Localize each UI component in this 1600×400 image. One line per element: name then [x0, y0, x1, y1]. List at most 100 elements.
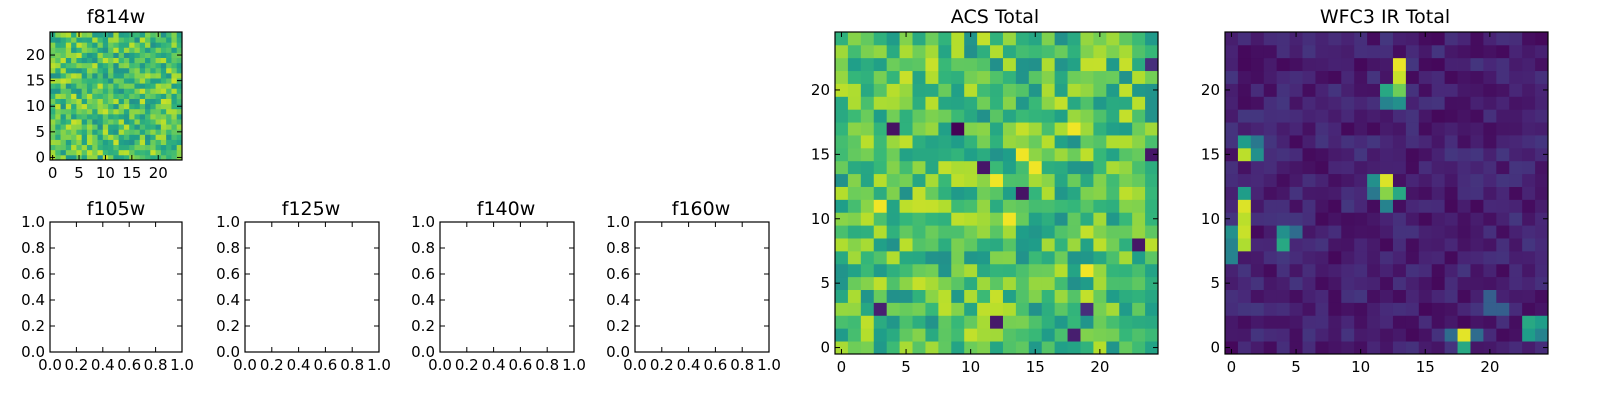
heatmap-cell: [899, 199, 913, 213]
heatmap-cell: [847, 57, 862, 72]
heatmap-cell: [86, 62, 93, 69]
heatmap-cell: [1418, 109, 1433, 123]
heatmap-cell: [150, 149, 156, 156]
heatmap-cell: [150, 62, 156, 69]
heatmap-cell: [160, 72, 167, 79]
heatmap-cell: [113, 108, 120, 115]
heatmap-cell: [97, 144, 104, 151]
panel-title-f160w: f160w: [671, 198, 731, 220]
heatmap-cell: [1457, 173, 1471, 187]
heatmap-cell: [102, 103, 109, 110]
heatmap-cell: [1302, 250, 1316, 265]
heatmap-cell: [1315, 147, 1329, 162]
heatmap-cell: [1341, 32, 1355, 46]
heatmap-cell: [847, 289, 862, 303]
heatmap-cell: [55, 154, 61, 161]
y-tick-label: 0.2: [411, 317, 435, 335]
heatmap-cell: [1483, 238, 1497, 252]
heatmap-cell: [1405, 289, 1420, 303]
heatmap-cell: [160, 139, 167, 146]
heatmap-cell: [860, 302, 875, 316]
heatmap-cell: [60, 113, 67, 120]
heatmap-cell: [1328, 44, 1342, 59]
heatmap-cell: [86, 32, 93, 38]
heatmap-cell: [92, 139, 98, 146]
heatmap-cell: [1405, 238, 1420, 252]
heatmap-cell: [990, 328, 1004, 342]
heatmap-cell: [1496, 276, 1510, 290]
heatmap-cell: [1106, 147, 1120, 162]
heatmap-cell: [145, 119, 151, 125]
heatmap-cell: [1470, 341, 1484, 355]
heatmap-cell: [1263, 109, 1278, 123]
heatmap-cell: [129, 149, 135, 156]
heatmap-cell: [886, 70, 900, 84]
x-tick-label: 0.2: [260, 356, 284, 374]
heatmap-cell: [951, 263, 965, 278]
heatmap-cell: [912, 57, 926, 72]
heatmap-cell: [1496, 83, 1510, 97]
heatmap-cell: [118, 78, 125, 84]
heatmap-cell: [1380, 302, 1394, 316]
heatmap-cell: [1276, 160, 1290, 175]
heatmap-cell: [129, 83, 135, 89]
heatmap-cell: [925, 57, 939, 72]
heatmap-cell: [1276, 44, 1290, 59]
heatmap-cell: [176, 108, 183, 115]
heatmap-cell: [1002, 302, 1017, 316]
heatmap-cell: [1080, 328, 1094, 342]
heatmap-cell: [977, 212, 991, 226]
heatmap-cell: [1522, 341, 1536, 355]
heatmap-cell: [847, 83, 862, 97]
heatmap-cell: [1522, 57, 1536, 72]
heatmap-cell: [1276, 302, 1290, 316]
heatmap-cell: [1457, 250, 1471, 265]
x-tick-label: 0.8: [535, 356, 559, 374]
heatmap-cell: [176, 113, 183, 120]
heatmap-cell: [1080, 199, 1094, 213]
heatmap-cell: [76, 134, 83, 140]
heatmap-cell: [977, 250, 991, 265]
heatmap-cell: [55, 108, 61, 115]
x-tick-label: 0.0: [623, 356, 647, 374]
heatmap-cell: [1225, 212, 1239, 226]
heatmap-cell: [1418, 199, 1433, 213]
heatmap-cell: [1067, 160, 1081, 175]
heatmap-cell: [86, 72, 93, 79]
heatmap-cell: [160, 119, 167, 125]
heatmap-cell: [97, 32, 104, 38]
heatmap-cell: [1535, 186, 1549, 200]
heatmap-cell: [1002, 212, 1017, 226]
heatmap-cell: [1289, 302, 1303, 316]
heatmap-cell: [50, 108, 56, 115]
x-tick-label: 0.0: [428, 356, 452, 374]
heatmap-cell: [1106, 276, 1120, 290]
heatmap-cell: [886, 212, 900, 226]
heatmap-cell: [1535, 199, 1549, 213]
heatmap-cell: [1392, 289, 1407, 303]
heatmap-cell: [145, 103, 151, 110]
heatmap-cell: [139, 129, 146, 135]
heatmap-cell: [1315, 225, 1329, 239]
heatmap-cell: [102, 78, 109, 84]
heatmap-cell: [1002, 160, 1017, 175]
heatmap-cell: [1289, 199, 1303, 213]
heatmap-cell: [86, 108, 93, 115]
heatmap-cell: [160, 124, 167, 130]
heatmap-cell: [1054, 57, 1068, 72]
heatmap-cell: [1145, 186, 1159, 200]
heatmap-cell: [1367, 315, 1381, 329]
heatmap-cell: [71, 139, 77, 146]
heatmap-cell: [113, 57, 120, 64]
heatmap-cell: [835, 186, 849, 200]
heatmap-cell: [1509, 186, 1523, 200]
heatmap-cell: [912, 109, 926, 123]
heatmap-cell: [155, 52, 162, 58]
y-tick-label: 1.0: [21, 213, 45, 231]
heatmap-cell: [176, 124, 183, 130]
heatmap-cell: [951, 160, 965, 175]
heatmap-cell: [1470, 263, 1484, 278]
heatmap-cell: [166, 154, 172, 161]
heatmap-cell: [977, 109, 991, 123]
heatmap-cell: [1028, 238, 1043, 252]
